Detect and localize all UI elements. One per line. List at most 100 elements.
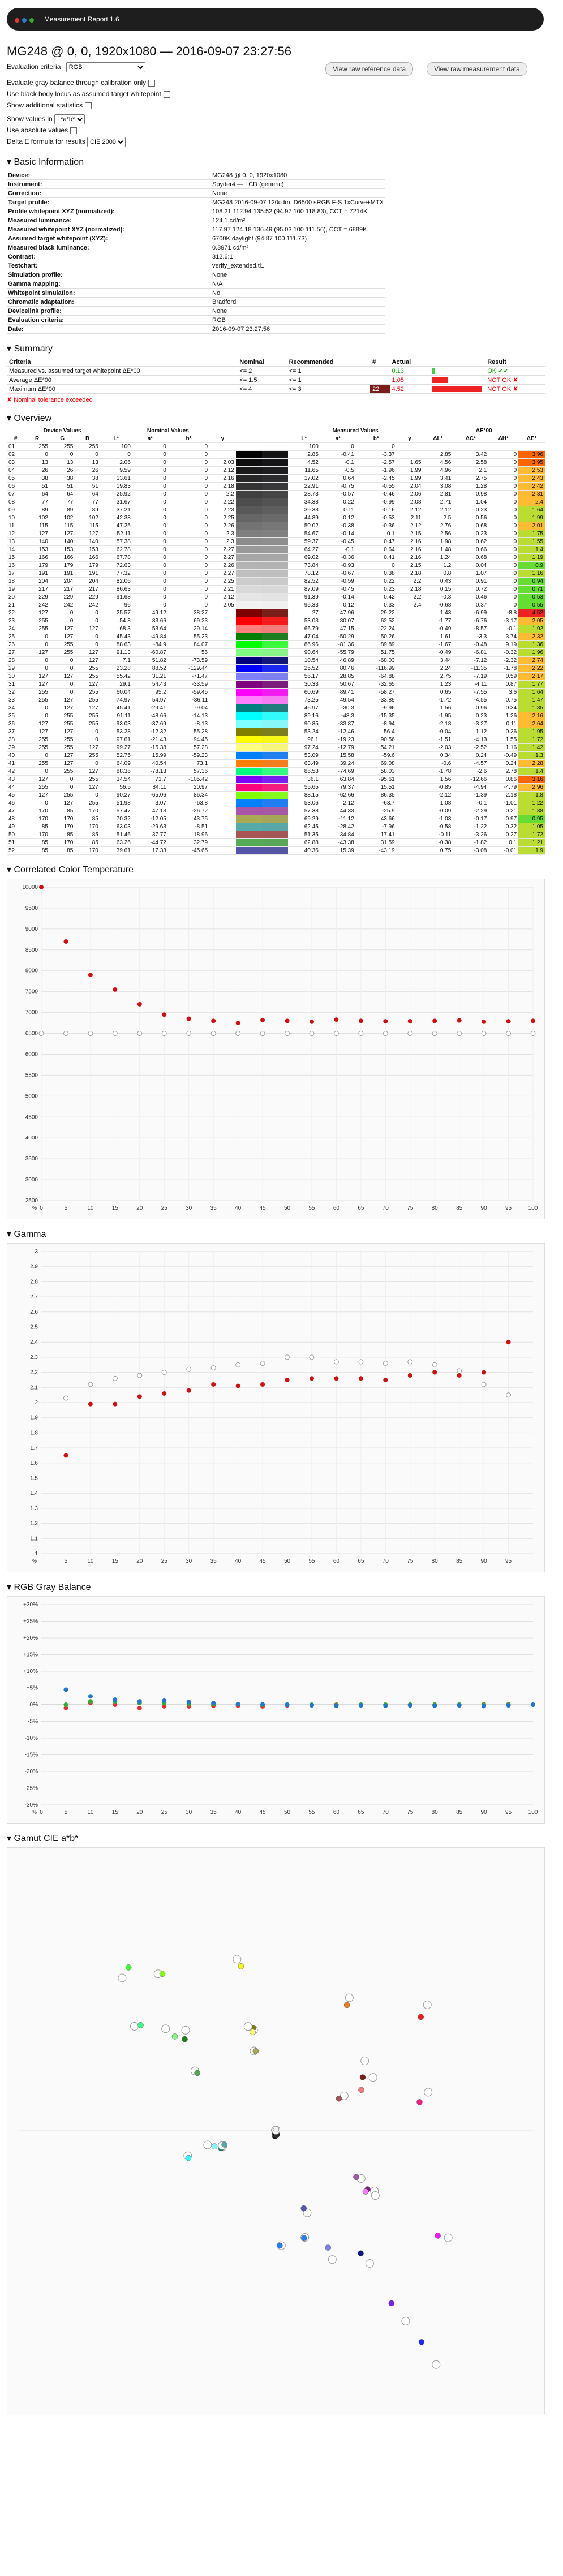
overview-cell: 127 <box>49 633 75 641</box>
option-gray-balance-checkbox[interactable] <box>148 79 156 87</box>
overview-cell: 32.79 <box>167 838 210 847</box>
view-reference-data-button[interactable]: View raw reference data <box>325 62 414 76</box>
y-tick-label: 5500 <box>25 1072 38 1078</box>
gamut-nominal-point <box>368 2073 377 2082</box>
overview-row: 32 255 0 255 60.04 95.2 -59.45 60.69 89.41 -58.27… <box>7 688 545 696</box>
data-point-measured <box>358 1376 363 1381</box>
overview-cell: 0 <box>132 530 168 538</box>
data-point-measured <box>162 1012 167 1017</box>
x-tick-label: 75 <box>407 1205 414 1211</box>
overview-cell: 1.55 <box>518 537 545 546</box>
y-tick-label: -15% <box>25 1752 38 1758</box>
x-tick-label: 0 <box>40 1205 43 1211</box>
overview-cell: -3.37 <box>355 450 397 459</box>
overview-group-header <box>235 427 288 435</box>
overview-cell: 1.28 <box>453 482 489 491</box>
gamut-measured-point <box>416 2099 423 2105</box>
overview-cell: -12.46 <box>320 728 356 736</box>
overview-row: 51 85 170 85 63.26 -44.72 32.79 62.88 -43.38 31.5… <box>7 838 545 847</box>
nominal-swatch <box>235 783 262 792</box>
overview-row: 12 127 127 127 52.11 0 0 2.3 54.67 -0.14 0.1 2.15 2.… <box>7 530 545 538</box>
close-window-button[interactable] <box>15 18 19 23</box>
summary-cell: Measured vs. assumed target whitepoint Δ… <box>7 366 238 376</box>
overview-cell: 54.43 <box>132 680 168 689</box>
info-row: Measured whitepoint XYZ (normalized): 117… <box>7 225 385 234</box>
show-values-select[interactable]: L*a*b* <box>54 114 85 124</box>
overview-heading[interactable]: Overview <box>7 412 545 424</box>
overview-cell: 55.42 <box>100 672 132 681</box>
overview-cell: 9.19 <box>488 640 519 649</box>
data-point-nominal <box>506 1031 512 1037</box>
overview-cell: 0 <box>167 553 210 562</box>
overview-row: 33 255 127 255 74.97 54.97 -36.11 73.25 49.54 -33… <box>7 696 545 704</box>
cct-heading[interactable]: Correlated Color Temperature <box>7 864 545 875</box>
overview-cell: -0.38 <box>423 838 453 847</box>
data-point-measured <box>113 1401 118 1407</box>
overview-cell <box>396 751 423 760</box>
overview-cell: -11.35 <box>453 664 489 673</box>
info-value: 124.1 cd/m² <box>211 216 385 225</box>
overview-cell: 0 <box>167 514 210 522</box>
overview-cell: 1.2 <box>423 561 453 570</box>
summary-heading[interactable]: Summary <box>7 343 545 354</box>
overview-cell: 2.27 <box>209 569 236 578</box>
overview-cell: 62.52 <box>355 617 397 625</box>
x-tick-label: 10 <box>87 1205 94 1211</box>
info-row: Assumed target whitepoint (XYZ): 6700K da… <box>7 234 385 243</box>
overview-cell: 29.22 <box>355 609 397 617</box>
overview-cell: 28.73 <box>287 490 320 498</box>
y-tick-label: 2.6 <box>30 1309 38 1315</box>
overview-cell: 191 <box>24 569 50 578</box>
overview-cell: 0.23 <box>453 712 489 720</box>
report-title: MG248 @ 0, 0, 1920x1080 — 2016-09-07 23:… <box>7 44 292 58</box>
overview-cell: 52.11 <box>100 530 132 538</box>
overview-row: 05 38 38 38 13.61 0 0 2.16 17.02 0.64 -2.45 1.99 3.4… <box>7 474 545 483</box>
gamma-heading[interactable]: Gamma <box>7 1228 545 1240</box>
overview-cell: 54.67 <box>287 530 320 538</box>
overview-cell: 0.33 <box>355 601 397 609</box>
option-stats-checkbox[interactable] <box>85 102 92 109</box>
overview-cell: -2.57 <box>355 458 397 467</box>
overview-cell <box>396 831 423 839</box>
overview-row: 31 127 0 127 29.1 54.43 -33.59 30.33 50.67 -32.65… <box>7 680 545 689</box>
overview-row: 10 102 102 102 42.38 0 0 2.25 44.89 0.12 -0.53 2.11… <box>7 514 545 522</box>
maximize-window-button[interactable] <box>29 18 34 23</box>
overview-cell: 63.03 <box>100 823 132 831</box>
gamut-heading[interactable]: Gamut CIE a*b* <box>7 1833 545 1844</box>
overview-col-header: ΔH* <box>488 435 519 443</box>
overview-cell: 0 <box>132 498 168 506</box>
eval-criteria-select[interactable]: RGB <box>66 62 145 72</box>
overview-cell: -1.39 <box>453 791 489 799</box>
info-value: None <box>211 188 385 198</box>
data-point-r <box>63 1705 68 1710</box>
gamut-measured-point <box>277 2242 283 2249</box>
overview-cell: 2.2 <box>396 577 423 586</box>
gamut-nominal-point <box>161 2024 170 2033</box>
overview-cell: 0.12 <box>320 514 356 522</box>
view-measurement-data-button[interactable]: View raw measurement data <box>427 62 527 76</box>
data-point-nominal <box>186 1031 192 1037</box>
overview-cell: 0 <box>24 664 50 673</box>
data-point-b <box>162 1698 167 1703</box>
overview-cell: 85 <box>49 831 75 839</box>
overview-cell: -64.88 <box>355 672 397 681</box>
overview-cell: 0 <box>132 585 168 594</box>
basic-info-heading[interactable]: Basic Information <box>7 156 545 167</box>
option-blackbody-checkbox[interactable] <box>163 91 170 98</box>
overview-row: 50 170 85 85 51.46 37.77 18.96 51.35 34.84 17.41-… <box>7 831 545 839</box>
overview-cell: -59.45 <box>167 688 210 696</box>
minimize-window-button[interactable] <box>22 18 27 23</box>
overview-cell: 70.32 <box>100 815 132 823</box>
nominal-swatch <box>235 625 262 633</box>
gamut-measured-point <box>300 2205 307 2212</box>
overview-row: 09 89 89 89 37.21 0 0 2.23 39.33 0.11 -0.16 2.12 2.1… <box>7 506 545 514</box>
overview-cell: 1.43 <box>423 609 453 617</box>
rgb-balance-heading[interactable]: RGB Gray Balance <box>7 1581 545 1593</box>
window-title: Measurement Report 1.6 <box>44 15 119 23</box>
delta-e-select[interactable]: CIE 2000 <box>87 137 126 147</box>
option-absolute-checkbox[interactable] <box>70 127 78 134</box>
y-tick-label: -25% <box>25 1786 38 1792</box>
overview-cell: -43.19 <box>355 846 397 855</box>
overview-cell: 91.11 <box>100 712 132 720</box>
overview-row: 39 255 255 127 99.27 -15.38 57.28 97.24 -12.79 54… <box>7 743 545 752</box>
